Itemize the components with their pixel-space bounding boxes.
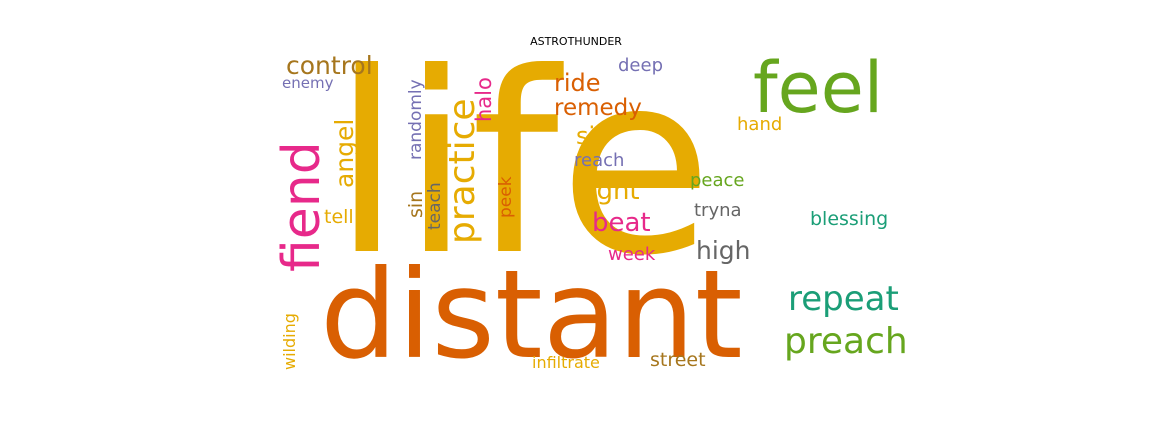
word-ride: ride — [554, 69, 601, 97]
word-week: week — [608, 244, 656, 265]
word-reach: reach — [574, 150, 625, 171]
word-high: high — [696, 236, 751, 265]
word-life: life — [332, 48, 713, 310]
word-repeat: repeat — [788, 279, 899, 319]
word-peek: peek — [496, 176, 516, 218]
word-street: street — [650, 349, 706, 371]
word-hand: hand — [737, 114, 783, 135]
word-randomly: randomly — [406, 79, 426, 160]
word-control: control — [286, 51, 373, 80]
word-tell: tell — [324, 206, 354, 228]
word-cloud: life distant feel repeat preach fiend pr… — [270, 48, 920, 378]
word-tryna: tryna — [694, 200, 742, 221]
word-teach: teach — [425, 182, 445, 230]
word-infiltrate: infiltrate — [532, 353, 600, 372]
word-wilding: wilding — [280, 313, 299, 370]
word-peace: peace — [690, 170, 745, 191]
word-light: light — [582, 176, 640, 206]
word-halo: halo — [472, 77, 496, 122]
word-sit: sit — [576, 122, 605, 150]
chart-title: ASTROTHUNDER — [530, 35, 622, 48]
word-angel: angel — [330, 118, 359, 188]
word-beat: beat — [592, 208, 651, 238]
word-feel: feel — [753, 48, 884, 129]
word-distant: distant — [320, 244, 743, 378]
word-sin: sin — [405, 190, 427, 218]
word-enemy: enemy — [282, 74, 334, 92]
word-fiend: fiend — [272, 141, 332, 272]
word-preach: preach — [784, 321, 908, 362]
word-blessing: blessing — [810, 208, 889, 230]
word-deep: deep — [618, 55, 663, 76]
word-remedy: remedy — [554, 95, 642, 121]
